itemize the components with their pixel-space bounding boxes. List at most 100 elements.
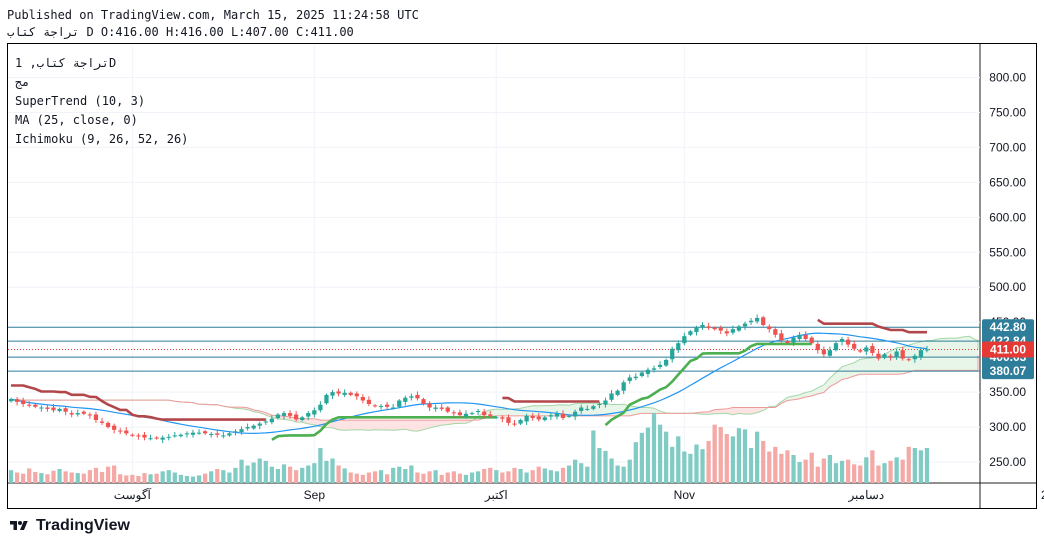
candle-body: [160, 437, 165, 440]
volume-bar: [706, 441, 711, 483]
candle-body: [409, 396, 414, 398]
candle-body: [548, 415, 554, 417]
volume-bar: [172, 472, 177, 483]
candle-body: [463, 413, 469, 417]
candle-body: [227, 433, 232, 436]
candle-body: [742, 323, 748, 327]
candle-body: [142, 434, 147, 438]
volume-bar: [809, 452, 814, 483]
candle-body: [924, 349, 930, 351]
supertrend-segment: [11, 384, 266, 421]
candle-body: [209, 434, 214, 436]
candle-body: [391, 407, 396, 409]
tradingview-logo-icon: [10, 521, 28, 530]
volume-bar: [736, 428, 742, 483]
volume-bar: [755, 431, 760, 483]
volume-bar: [554, 471, 560, 483]
candle-body: [542, 417, 547, 421]
candle-body: [870, 345, 875, 353]
volume-bar: [894, 457, 899, 483]
legend-symbol[interactable]: تراجة كتاب, 1D: [15, 56, 117, 70]
volume-bar: [306, 465, 311, 483]
volume-bar: [239, 459, 244, 483]
y-tick-label: 500.00: [989, 280, 1026, 294]
volume-bar: [63, 471, 68, 483]
candle-body: [27, 404, 32, 406]
ohlc-header: تراجة كتاب D O:416.00 H:416.00 L:407.00 …: [7, 25, 354, 39]
candle-body: [378, 406, 384, 408]
candle-body: [239, 429, 244, 432]
candle-body: [312, 410, 317, 415]
candle-body: [615, 390, 620, 395]
legend-supertrend[interactable]: SuperTrend (10, 3): [15, 94, 146, 108]
volume-bar: [318, 448, 323, 483]
volume-bar: [482, 469, 487, 483]
volume-bar: [421, 473, 426, 483]
volume-bar: [924, 448, 930, 483]
volume-bar: [105, 466, 111, 483]
volume-bar: [69, 472, 74, 483]
volume-bar: [451, 471, 456, 483]
volume-bar: [93, 467, 99, 483]
volume-bar: [827, 455, 833, 483]
candle-body: [184, 433, 190, 435]
candle-body: [597, 403, 602, 405]
last-price-label: 411.00: [990, 342, 1026, 356]
volume-bar: [694, 444, 699, 483]
volume-bar: [500, 472, 505, 483]
candle-body: [512, 423, 517, 425]
candle-body: [554, 413, 560, 417]
candle-body: [433, 407, 438, 409]
legend-ichimoku[interactable]: Ichimoku (9, 26, 52, 26): [15, 132, 189, 146]
candle-body: [639, 372, 644, 377]
volume-bar: [57, 469, 62, 483]
candle-body: [536, 416, 541, 420]
volume-bar: [773, 446, 778, 483]
volume-bar: [196, 475, 202, 483]
candle-body: [785, 341, 790, 344]
volume-bar: [912, 448, 917, 483]
candle-body: [87, 414, 93, 416]
volume-bar: [148, 474, 153, 483]
candle-body: [172, 435, 177, 437]
candle-body: [21, 400, 26, 404]
supertrend-segment: [817, 318, 927, 334]
candle-body: [682, 336, 687, 344]
volume-bar: [136, 476, 141, 483]
volume-bar: [445, 472, 450, 483]
volume-bar: [263, 460, 268, 483]
candle-body: [300, 417, 305, 421]
volume-bar: [560, 467, 566, 483]
supertrend: [11, 318, 927, 441]
legend-ma[interactable]: MA (25, close, 0): [15, 113, 138, 127]
candle-body: [105, 422, 111, 428]
volume-bar: [21, 473, 26, 483]
candle-body: [506, 417, 511, 423]
volume-bar: [615, 465, 620, 483]
candle-body: [603, 400, 608, 405]
candle-body: [585, 408, 590, 410]
candle-body: [469, 413, 475, 415]
candle-body: [894, 351, 899, 358]
candle-body: [833, 343, 839, 351]
volume-bar: [724, 434, 729, 483]
volume-bar: [688, 453, 693, 483]
volume-bar: [779, 453, 784, 483]
volume-bar: [372, 471, 378, 483]
candle-body: [482, 411, 487, 416]
volume-bar: [99, 471, 105, 483]
candle-body: [403, 397, 408, 402]
candle-body: [14, 399, 20, 402]
volume-bar: [524, 472, 529, 483]
volume-bar: [281, 464, 287, 483]
volume-bar: [566, 465, 572, 483]
candle-body: [39, 407, 44, 409]
candle-body: [330, 392, 335, 396]
candle-body: [627, 377, 632, 381]
candle-body: [518, 420, 523, 424]
candle-body: [882, 354, 887, 358]
cloud-segment: [763, 336, 978, 411]
candle-body: [736, 326, 742, 331]
candle-body: [718, 327, 723, 331]
